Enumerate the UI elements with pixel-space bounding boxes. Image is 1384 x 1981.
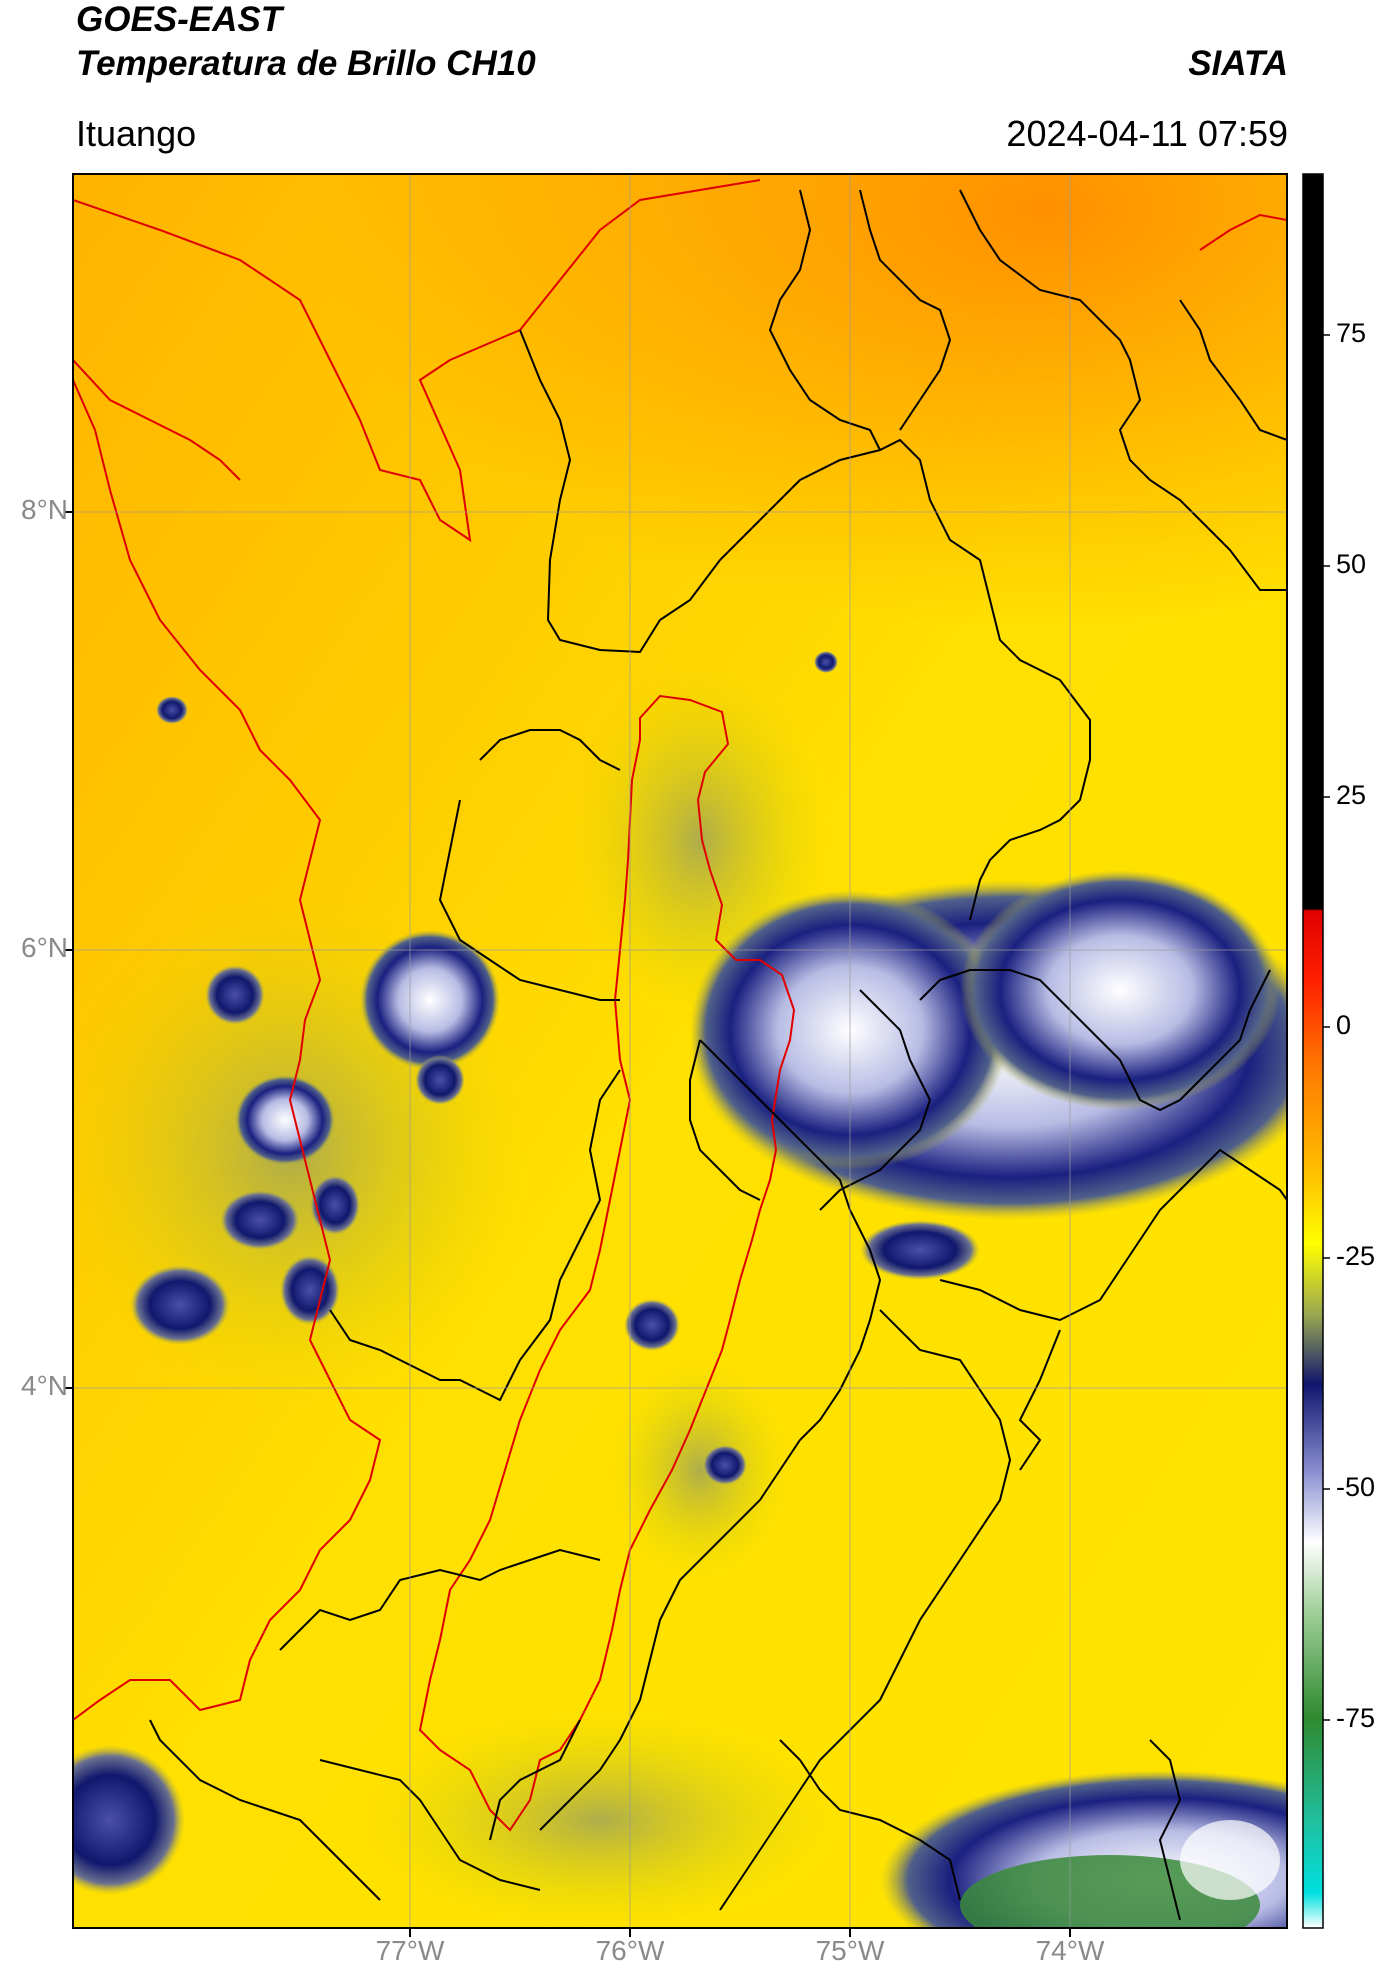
colorbar-tick-0: 0 (1336, 1010, 1352, 1040)
brand-label: SIATA (1188, 44, 1288, 83)
timestamp-label: 2024-04-11 07:59 (1006, 113, 1288, 154)
lat-tick-6n: 6°N (21, 932, 68, 963)
lon-tick-76w: 76°W (595, 1935, 665, 1966)
colorbar-gradient (1303, 174, 1323, 1928)
colorbar-tick-minus25: -25 (1336, 1241, 1376, 1271)
lon-tick-74w: 74°W (1035, 1935, 1105, 1966)
lat-tick-8n: 8°N (21, 494, 68, 525)
lat-tick-4n: 4°N (21, 1370, 68, 1401)
colorbar-tick-minus50: -50 (1336, 1472, 1376, 1502)
lon-tick-77w: 77°W (375, 1935, 445, 1966)
satellite-title: GOES-EAST (76, 0, 283, 39)
product-title: Temperatura de Brillo CH10 (76, 44, 536, 83)
satellite-imagery (73, 174, 1287, 1928)
lon-tick-75w: 75°W (815, 1935, 885, 1966)
colorbar-tick-25: 25 (1336, 780, 1367, 810)
colorbar-tick-50: 50 (1336, 549, 1367, 579)
colorbar-tick-minus75: -75 (1336, 1703, 1376, 1733)
colorbar (1302, 173, 1330, 1929)
colorbar-tick-75: 75 (1336, 318, 1367, 348)
graticule (73, 174, 1287, 1928)
map-frame (72, 173, 1288, 1929)
location-label: Ituango (76, 113, 197, 154)
